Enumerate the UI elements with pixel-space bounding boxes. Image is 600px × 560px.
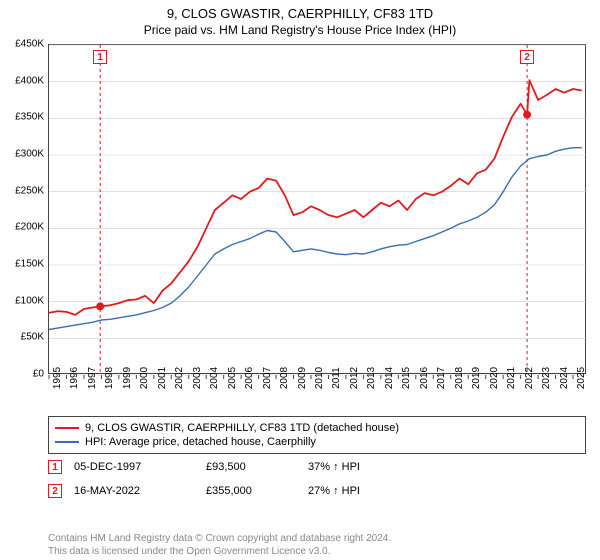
y-tick-label: £150K [15, 259, 44, 270]
plot-svg [49, 45, 585, 373]
x-tick-label: 2020 [489, 367, 500, 389]
x-tick-label: 1999 [122, 367, 133, 389]
x-tick-label: 2025 [576, 367, 587, 389]
legend-label-hpi: HPI: Average price, detached house, Caer… [85, 436, 316, 448]
x-tick-label: 2012 [349, 367, 360, 389]
sale-2-date: 16-MAY-2022 [74, 485, 194, 497]
attribution: Contains HM Land Registry data © Crown c… [48, 533, 586, 558]
attribution-line-2: This data is licensed under the Open Gov… [48, 546, 586, 559]
sale-1-delta: 37% ↑ HPI [308, 461, 398, 473]
sale-marker-2-icon: 2 [48, 484, 62, 498]
x-tick-label: 2011 [331, 367, 342, 389]
chart-container: 9, CLOS GWASTIR, CAERPHILLY, CF83 1TD Pr… [0, 0, 600, 560]
x-tick-label: 2007 [262, 367, 273, 389]
sale-marker-2-plot-icon: 2 [520, 50, 534, 64]
x-tick-label: 2014 [384, 367, 395, 389]
chart-title: 9, CLOS GWASTIR, CAERPHILLY, CF83 1TD [0, 0, 600, 21]
legend: 9, CLOS GWASTIR, CAERPHILLY, CF83 1TD (d… [48, 416, 586, 454]
x-tick-label: 2002 [174, 367, 185, 389]
sale-2-delta: 27% ↑ HPI [308, 485, 398, 497]
y-tick-label: £100K [15, 295, 44, 306]
x-tick-label: 2021 [506, 367, 517, 389]
x-tick-label: 2009 [297, 367, 308, 389]
sale-1-price: £93,500 [206, 461, 296, 473]
legend-swatch-hpi [55, 441, 79, 443]
attribution-line-1: Contains HM Land Registry data © Crown c… [48, 533, 586, 546]
legend-row-subject: 9, CLOS GWASTIR, CAERPHILLY, CF83 1TD (d… [55, 421, 579, 435]
y-tick-label: £200K [15, 222, 44, 233]
x-tick-label: 2016 [419, 367, 430, 389]
sale-1-date: 05-DEC-1997 [74, 461, 194, 473]
x-tick-label: 2008 [279, 367, 290, 389]
y-tick-label: £0 [33, 369, 44, 380]
legend-row-hpi: HPI: Average price, detached house, Caer… [55, 435, 579, 449]
plot-area: 12 [48, 44, 586, 374]
x-tick-label: 2018 [454, 367, 465, 389]
y-tick-label: £400K [15, 75, 44, 86]
x-tick-label: 2010 [314, 367, 325, 389]
x-tick-label: 1998 [104, 367, 115, 389]
sale-record-1: 1 05-DEC-1997 £93,500 37% ↑ HPI [48, 460, 586, 474]
x-tick-label: 2001 [157, 367, 168, 389]
legend-swatch-subject [55, 427, 79, 429]
chart-subtitle: Price paid vs. HM Land Registry's House … [0, 21, 600, 37]
legend-label-subject: 9, CLOS GWASTIR, CAERPHILLY, CF83 1TD (d… [85, 422, 399, 434]
x-tick-label: 2022 [524, 367, 535, 389]
x-tick-label: 2000 [139, 367, 150, 389]
x-tick-label: 2023 [541, 367, 552, 389]
sale-marker-1-icon: 1 [48, 460, 62, 474]
x-tick-label: 2015 [401, 367, 412, 389]
y-tick-label: £300K [15, 149, 44, 160]
y-tick-label: £350K [15, 112, 44, 123]
x-tick-label: 2024 [559, 367, 570, 389]
x-tick-label: 2006 [244, 367, 255, 389]
x-tick-label: 1996 [69, 367, 80, 389]
x-tick-label: 2019 [471, 367, 482, 389]
sale-marker-1-plot-icon: 1 [93, 50, 107, 64]
x-tick-label: 2013 [366, 367, 377, 389]
y-tick-label: £50K [21, 332, 44, 343]
sale-record-2: 2 16-MAY-2022 £355,000 27% ↑ HPI [48, 484, 586, 498]
x-tick-label: 2003 [192, 367, 203, 389]
x-tick-label: 2005 [227, 367, 238, 389]
sale-2-price: £355,000 [206, 485, 296, 497]
x-tick-label: 1995 [52, 367, 63, 389]
x-tick-label: 2004 [209, 367, 220, 389]
x-tick-label: 1997 [87, 367, 98, 389]
x-tick-label: 2017 [436, 367, 447, 389]
y-tick-label: £250K [15, 185, 44, 196]
y-tick-label: £450K [15, 39, 44, 50]
